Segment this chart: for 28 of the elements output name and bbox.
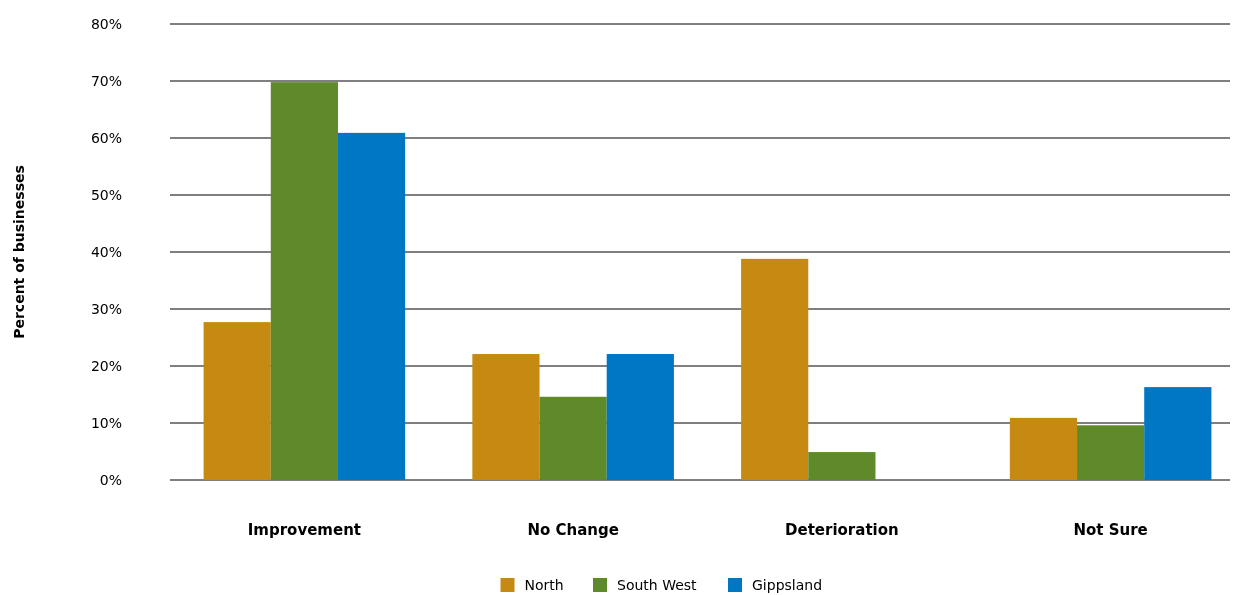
bar [741,258,809,480]
bar [472,354,540,480]
bar [337,132,406,480]
y-axis-title: Percent of businesses [11,165,27,339]
y-tick-label: 80% [90,15,122,32]
bar [539,396,607,480]
legend-label: North [524,576,564,593]
bar [808,452,876,480]
y-tick-label: 0% [99,471,122,488]
y-tick-label: 10% [90,414,122,431]
bar [1077,425,1145,480]
x-tick-label: Not Sure [1073,521,1148,539]
bar [1009,417,1078,480]
y-tick-label: 40% [90,243,122,260]
y-tick-label: 70% [90,72,122,89]
y-tick-label: 60% [90,129,122,146]
bar [606,354,674,480]
y-tick-label: 30% [90,300,122,317]
legend-label: Gippsland [752,576,823,593]
legend-label: South West [617,576,698,593]
bar [203,322,271,480]
y-tick-label: 20% [90,357,122,374]
x-tick-label: Deterioration [785,521,899,539]
bar [1144,387,1212,480]
bar [270,82,338,480]
y-tick-label: 50% [90,186,122,203]
x-tick-label: No Change [527,521,619,539]
x-tick-label: Improvement [247,521,362,539]
